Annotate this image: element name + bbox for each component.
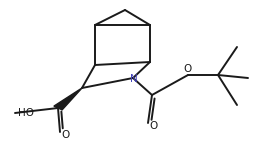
Text: HO: HO	[18, 108, 34, 118]
Text: O: O	[184, 64, 192, 74]
Text: O: O	[150, 121, 158, 131]
Text: N: N	[130, 74, 138, 84]
Text: O: O	[61, 130, 70, 140]
Polygon shape	[54, 88, 82, 110]
